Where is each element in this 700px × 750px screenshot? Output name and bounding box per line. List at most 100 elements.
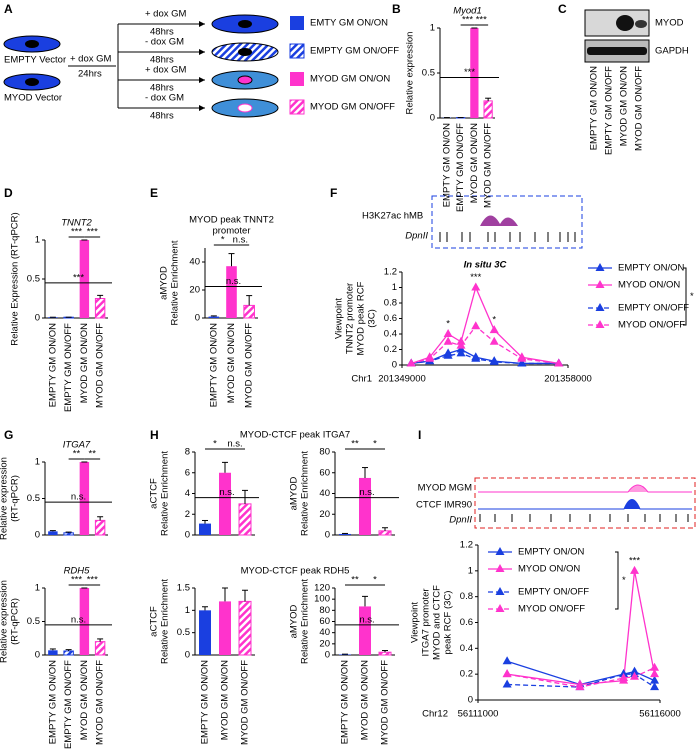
significance-label: * <box>373 575 377 586</box>
significance-label: * <box>622 575 626 586</box>
panel-label: A <box>4 2 13 16</box>
bar <box>94 519 106 536</box>
significance-label: *** <box>87 227 98 238</box>
significance-label: n.s. <box>71 492 86 503</box>
significance-label: n.s. <box>227 439 242 450</box>
y-axis-label: aCTCF <box>149 606 160 637</box>
legend-marker <box>495 564 505 572</box>
y-tick-label: 20 <box>189 285 200 296</box>
legend-label: EMPTY ON/ON <box>618 263 684 274</box>
y-axis-label: Relative expression <box>405 32 416 115</box>
band <box>635 20 647 28</box>
y-axis-label: MYOD peak RCF <box>356 281 367 355</box>
y-tick-label: 0 <box>185 650 190 661</box>
legend-marker <box>595 263 605 271</box>
y-axis-label: Viewpoint <box>410 602 421 643</box>
x-tick-label: MYOD GM ON/OFF <box>244 323 255 408</box>
significance-label: *** <box>87 575 98 586</box>
chart-title: Myod1 <box>453 6 482 17</box>
legend-label: EMPTY ON/ON <box>518 547 584 558</box>
bar <box>63 532 74 536</box>
step-label: 48hrs <box>150 27 174 38</box>
step-label: - dox GM <box>145 37 184 48</box>
point-marker <box>575 682 585 691</box>
significance-label: n.s. <box>233 235 248 246</box>
chart-title: promoter <box>212 226 250 237</box>
y-tick-label: 1 <box>468 565 473 576</box>
dpnii-sites <box>479 514 689 522</box>
y-axis-label: (RT-qPCR) <box>10 598 21 645</box>
x-tick-label: MYOD GM ON/ON <box>79 660 90 740</box>
legend-label: EMPTY GM ON/OFF <box>310 46 399 57</box>
bar <box>219 601 231 655</box>
x-tick-label: 56116000 <box>639 709 681 720</box>
y-tick-label: 0.5 <box>27 274 40 285</box>
significance-label: *** <box>71 575 82 586</box>
y-axis-label: MYOD and CTCF <box>432 585 443 660</box>
track-label: H3K27ac hMB <box>362 211 423 222</box>
panel-label: I <box>418 428 421 442</box>
x-tick-label: EMPTY GM ON/ON <box>441 123 452 207</box>
y-tick-label: 0.5 <box>177 627 190 638</box>
track-label: MYOD MGM <box>418 483 472 494</box>
signal-track <box>436 215 578 226</box>
y-axis-label: peak RCF (3C) <box>443 591 454 655</box>
x-tick-label: 201349000 <box>378 374 426 385</box>
point-marker <box>554 358 564 367</box>
step-label: 48hrs <box>150 111 174 122</box>
y-tick-label: 0 <box>468 695 473 706</box>
x-tick-label: EMPTY GM ON/ON <box>47 323 58 407</box>
x-axis-label: Chr12 <box>422 709 448 720</box>
vector-label: MYOD Vector <box>4 93 62 104</box>
diagram: EMPTY Vector MYOD Vector + dox GM 24hrs … <box>3 9 399 122</box>
band-label: MYOD <box>655 18 684 29</box>
point-marker <box>489 356 499 365</box>
y-tick-label: 0 <box>430 113 435 124</box>
y-tick-label: 100 <box>314 594 330 605</box>
step-label: 48hrs <box>150 83 174 94</box>
legend-label: MYOD ON/OFF <box>618 320 685 331</box>
significance-label: ** <box>351 439 359 450</box>
y-axis-label: Relative Enrichment <box>300 451 311 536</box>
significance-label: *** <box>73 272 84 283</box>
vector-label: EMPTY Vector <box>4 55 66 66</box>
legend-swatch <box>290 72 304 86</box>
y-axis-label: Relative Enrichment <box>160 451 171 536</box>
band <box>616 15 634 31</box>
y-tick-label: 6 <box>185 467 190 478</box>
y-tick-label: 20 <box>319 638 330 649</box>
y-tick-label: 0.6 <box>384 313 397 324</box>
bar <box>339 533 351 535</box>
bar <box>63 650 74 656</box>
series-line <box>507 667 655 688</box>
x-tick-label: MYOD GM ON/ON <box>220 660 231 740</box>
significance-label: * <box>373 439 377 450</box>
y-tick-label: 40 <box>319 627 330 638</box>
point-marker <box>502 669 512 678</box>
y-tick-label: 4 <box>185 488 190 499</box>
legend-label: MYOD ON/ON <box>618 280 680 291</box>
bar <box>48 531 58 535</box>
x-tick-label: EMPTY GM ON/OFF <box>63 660 74 749</box>
y-axis-label: (3C) <box>367 309 378 327</box>
y-tick-label: 0.6 <box>460 617 473 628</box>
y-tick-label: 1 <box>185 605 190 616</box>
y-tick-label: 120 <box>314 583 330 594</box>
point-marker <box>456 348 466 357</box>
legend-marker <box>595 280 605 288</box>
bar <box>79 240 90 318</box>
y-tick-label: 60 <box>319 616 330 627</box>
x-tick-label: EMPTY GM ON/OFF <box>63 323 74 412</box>
bar <box>378 651 392 656</box>
y-axis-label: TNNT2 promoter <box>345 283 356 354</box>
y-axis-label: Relative Enrichment <box>160 579 171 664</box>
y-tick-label: 20 <box>319 509 330 520</box>
legend-label: EMPTY ON/OFF <box>618 303 689 314</box>
y-tick-label: 2 <box>185 509 190 520</box>
series-line <box>507 673 655 688</box>
track-label: CTCF IMR90 <box>416 500 472 511</box>
y-tick-label: 0.2 <box>460 669 473 680</box>
y-tick-label: 1.2 <box>460 540 473 551</box>
track-label: DpnII <box>405 231 428 242</box>
point-marker <box>517 353 527 362</box>
